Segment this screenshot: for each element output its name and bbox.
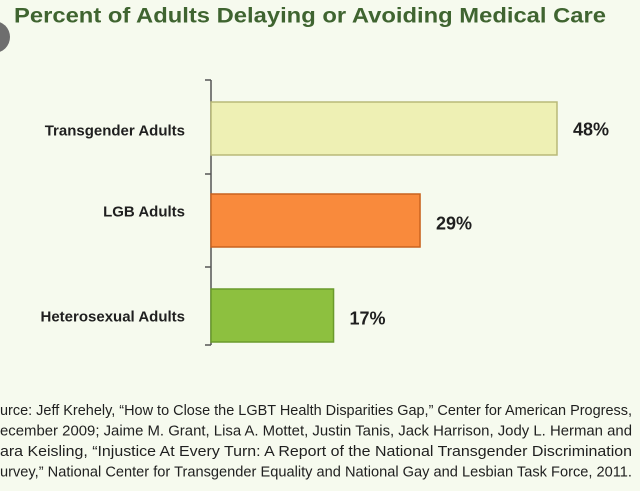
source-note: ecember 2009; Jaime M. Grant, Lisa A. Mo…: [0, 423, 632, 439]
corner-icon: [0, 22, 10, 52]
source-note: urce: Jeff Krehely, “How to Close the LG…: [0, 403, 632, 419]
value-label: 48%: [573, 119, 609, 139]
value-label: 17%: [350, 308, 386, 328]
category-label: LGB Adults: [103, 203, 185, 220]
chart-title: Percent of Adults Delaying or Avoiding M…: [14, 5, 606, 28]
source-note: urvey,” National Center for Transgender …: [0, 464, 632, 480]
bar: [210, 101, 558, 156]
category-label: Heterosexual Adults: [41, 308, 186, 325]
value-label: 29%: [436, 213, 472, 233]
bar: [210, 288, 335, 343]
bar: [210, 193, 421, 248]
source-note: ara Keisling, “Injustice At Every Turn: …: [0, 444, 632, 460]
category-label: Transgender Adults: [45, 122, 185, 139]
